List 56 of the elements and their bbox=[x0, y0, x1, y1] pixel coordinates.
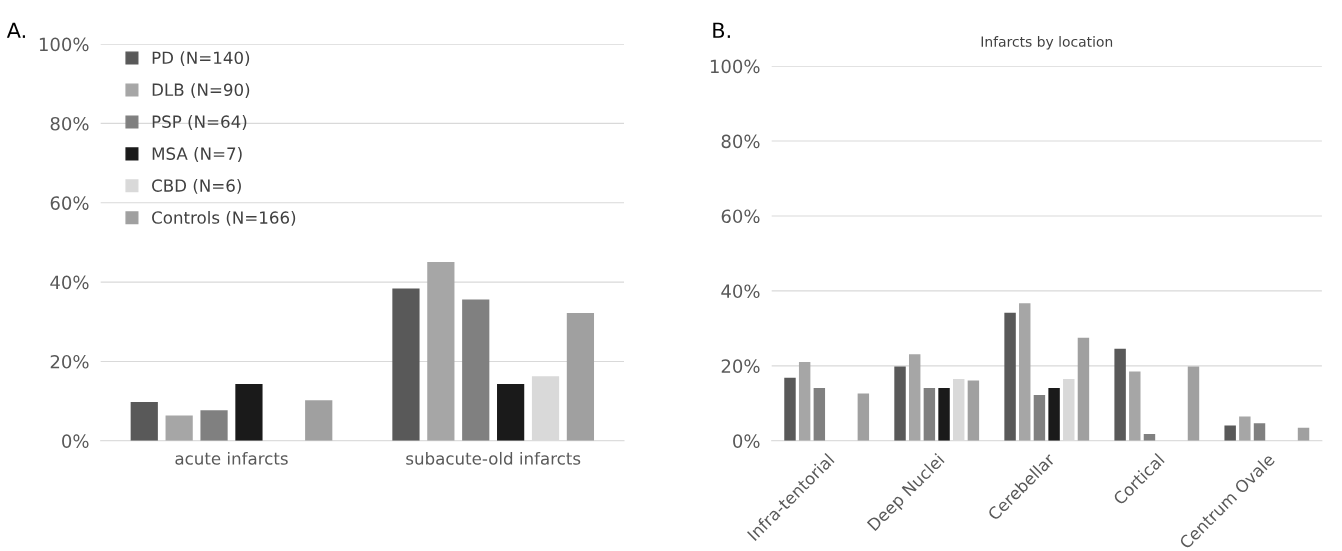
bar bbox=[908, 354, 921, 441]
bar bbox=[1077, 337, 1090, 441]
bar bbox=[1114, 348, 1126, 441]
legend-label: MSA (N=7) bbox=[152, 147, 242, 162]
bar bbox=[165, 415, 193, 441]
legend-label: CBD (N=6) bbox=[152, 179, 241, 194]
bar bbox=[798, 362, 811, 441]
bar bbox=[923, 387, 936, 441]
legend-label: PD (N=140) bbox=[152, 51, 250, 67]
legend-label: DLB (N=90) bbox=[152, 83, 250, 98]
bar bbox=[497, 384, 525, 441]
bar bbox=[857, 393, 870, 441]
bar bbox=[1063, 378, 1075, 441]
y-tick-label: 0% bbox=[62, 434, 89, 448]
bar bbox=[1239, 416, 1251, 441]
bar bbox=[462, 299, 490, 441]
bar bbox=[1187, 366, 1200, 441]
bar bbox=[235, 384, 263, 441]
text: A. bbox=[6, 22, 25, 38]
bar bbox=[130, 401, 158, 441]
y-tick-label: 80% bbox=[50, 116, 89, 131]
bar bbox=[784, 377, 796, 441]
x-tick-label: acute infarcts bbox=[175, 451, 288, 465]
bar bbox=[813, 387, 826, 441]
legend-label: Controls (N=166) bbox=[152, 210, 296, 226]
bar bbox=[1224, 425, 1236, 441]
legend-label: PSP (N=64) bbox=[152, 115, 247, 130]
y-tick-label: 40% bbox=[50, 275, 89, 290]
bar bbox=[1129, 371, 1141, 441]
bar bbox=[566, 313, 595, 441]
y-tick-label: 100% bbox=[710, 59, 760, 74]
y-tick-label: 20% bbox=[721, 359, 760, 373]
x-tick-label: subacute-old infarcts bbox=[406, 451, 581, 465]
bar bbox=[967, 380, 980, 441]
text: B. bbox=[713, 22, 730, 38]
bar bbox=[1033, 395, 1046, 441]
bar bbox=[1019, 303, 1031, 441]
bar bbox=[1253, 423, 1266, 441]
y-tick-label: 60% bbox=[721, 209, 760, 224]
chart-title: Infarcts by location bbox=[981, 36, 1113, 50]
y-tick-label: 80% bbox=[721, 134, 760, 149]
bar bbox=[305, 400, 333, 441]
y-tick-label: 20% bbox=[50, 354, 89, 369]
bar bbox=[531, 376, 560, 441]
bar bbox=[1048, 387, 1060, 441]
bar bbox=[1004, 312, 1016, 441]
bar bbox=[427, 261, 455, 441]
bar bbox=[938, 387, 950, 441]
bar bbox=[953, 378, 965, 441]
y-tick-label: 40% bbox=[721, 284, 760, 299]
bar bbox=[392, 288, 420, 441]
y-tick-label: 0% bbox=[733, 434, 760, 448]
y-tick-label: 60% bbox=[50, 196, 89, 210]
y-tick-label: 100% bbox=[39, 37, 89, 52]
bar bbox=[200, 410, 228, 441]
bar bbox=[894, 366, 906, 441]
